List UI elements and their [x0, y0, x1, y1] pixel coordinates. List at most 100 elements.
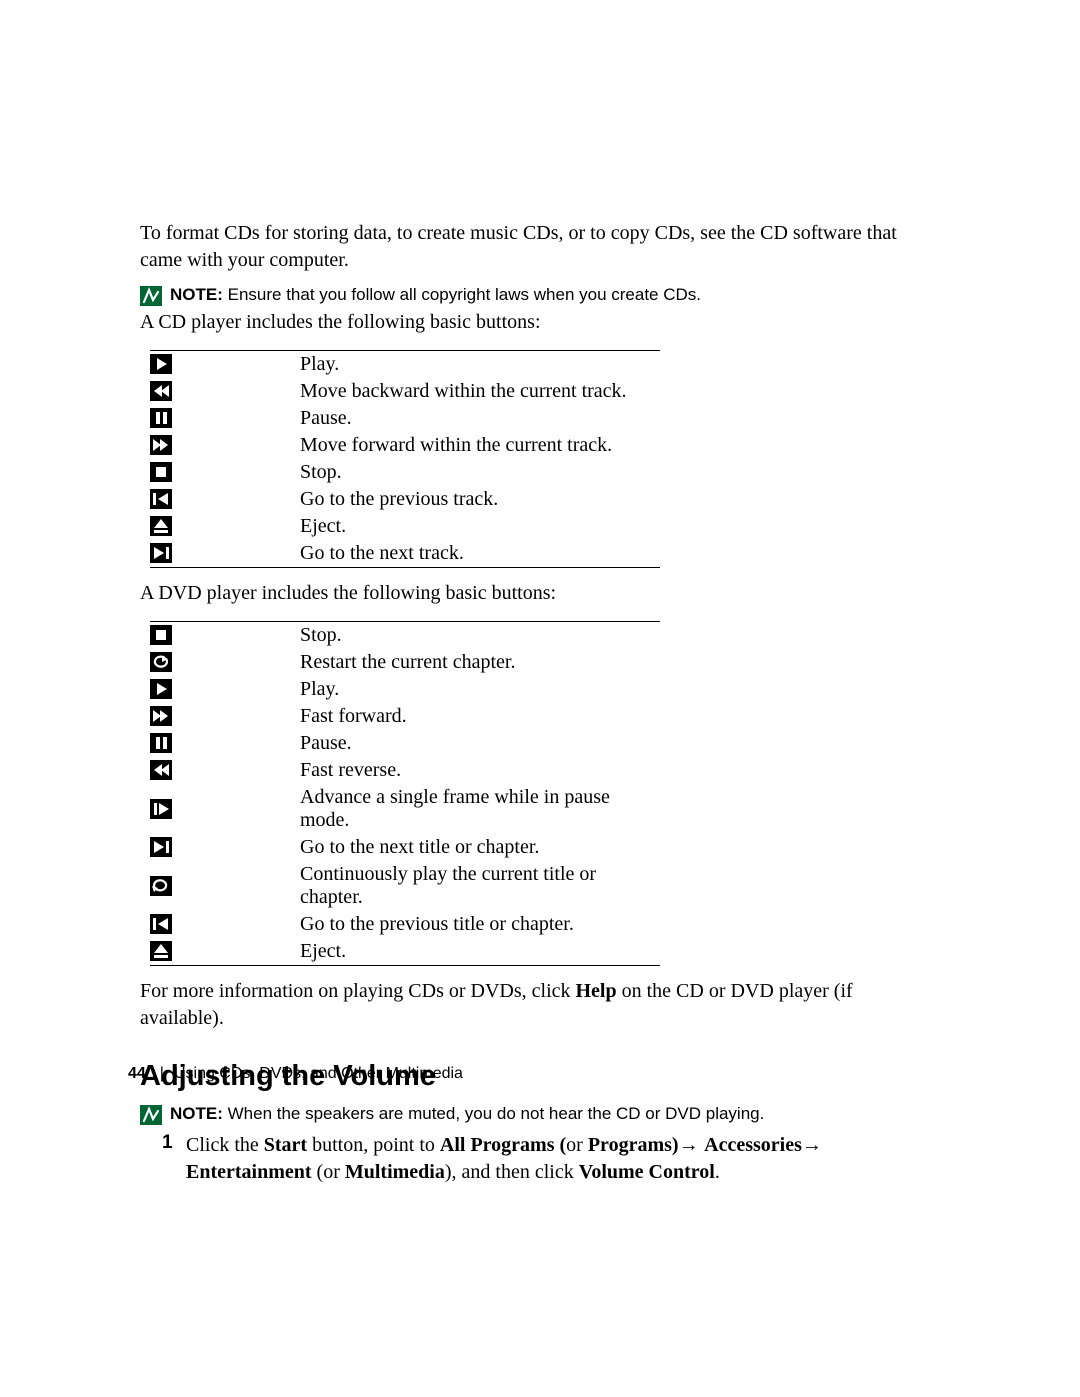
step-plain-text: →: [802, 1134, 822, 1156]
button-description: Stop.: [300, 624, 342, 647]
note-text: NOTE: Ensure that you follow all copyrig…: [170, 284, 701, 307]
play-icon: [150, 354, 172, 374]
step-bold-text: All Programs (: [440, 1134, 566, 1156]
cd-buttons-table: Play. Move backward within the current tr…: [150, 350, 660, 568]
icon-cell: [150, 876, 300, 896]
next-icon: [150, 837, 172, 857]
button-description: Move forward within the current track.: [300, 434, 612, 457]
button-description: Eject.: [300, 940, 346, 963]
intro-paragraph: To format CDs for storing data, to creat…: [140, 220, 940, 274]
play-icon: [150, 679, 172, 699]
icon-cell: [150, 381, 300, 401]
page-content: To format CDs for storing data, to creat…: [0, 0, 1080, 1397]
table-row: Continuously play the current title or c…: [150, 861, 660, 911]
note-copyright: NOTE: Ensure that you follow all copyrig…: [140, 284, 940, 307]
icon-cell: [150, 760, 300, 780]
dvd-buttons-table: Stop.Restart the current chapter.Play.Fa…: [150, 621, 660, 966]
eject-icon: [150, 941, 172, 961]
table-row: Go to the next track.: [150, 540, 660, 567]
button-description: Go to the previous track.: [300, 488, 498, 511]
note-label: NOTE:: [170, 285, 223, 304]
button-description: Advance a single frame while in pause mo…: [300, 786, 660, 832]
page-footer: 44 | Using CDs, DVDs, and Other Multimed…: [128, 1065, 463, 1083]
pause-icon: [150, 733, 172, 753]
button-description: Pause.: [300, 407, 352, 430]
eject-icon: [150, 516, 172, 536]
note-mute: NOTE: When the speakers are muted, you d…: [140, 1103, 940, 1126]
table-row: Pause.: [150, 405, 660, 432]
more-info-help: Help: [576, 980, 617, 1002]
rewind-icon: [150, 381, 172, 401]
icon-cell: [150, 354, 300, 374]
frame-icon: [150, 799, 172, 819]
button-description: Continuously play the current title or c…: [300, 863, 660, 909]
icon-cell: [150, 543, 300, 563]
icon-cell: [150, 408, 300, 428]
ffwd-icon: [150, 706, 172, 726]
repeat-icon: [150, 876, 172, 896]
button-description: Go to the next track.: [300, 542, 464, 565]
step-plain-text: .: [715, 1161, 720, 1183]
button-description: Move backward within the current track.: [300, 380, 627, 403]
ffwd-icon: [150, 435, 172, 455]
step-number: 1: [162, 1132, 186, 1186]
table-row: Go to the previous title or chapter.: [150, 911, 660, 938]
table-row: Eject.: [150, 513, 660, 540]
icon-cell: [150, 489, 300, 509]
icon-cell: [150, 516, 300, 536]
dvd-intro: A DVD player includes the following basi…: [140, 580, 940, 607]
table-row: Play.: [150, 351, 660, 378]
footer-section: Using CDs, DVDs, and Other Multimedia: [174, 1065, 463, 1083]
cd-intro: A CD player includes the following basic…: [140, 309, 940, 336]
step-plain-text: or: [566, 1134, 588, 1156]
table-row: Fast forward.: [150, 703, 660, 730]
icon-cell: [150, 679, 300, 699]
button-description: Pause.: [300, 732, 352, 755]
pause-icon: [150, 408, 172, 428]
step-bold-text: Volume Control: [579, 1161, 715, 1183]
icon-cell: [150, 652, 300, 672]
icon-cell: [150, 941, 300, 961]
note-icon: [140, 1105, 162, 1125]
table-row: Move backward within the current track.: [150, 378, 660, 405]
rewind-icon: [150, 760, 172, 780]
button-description: Play.: [300, 353, 339, 376]
step-bold-text: Programs): [588, 1134, 679, 1156]
icon-cell: [150, 837, 300, 857]
icon-cell: [150, 914, 300, 934]
table-row: Play.: [150, 676, 660, 703]
table-row: Fast reverse.: [150, 757, 660, 784]
icon-cell: [150, 435, 300, 455]
icon-cell: [150, 706, 300, 726]
stop-icon: [150, 462, 172, 482]
button-description: Stop.: [300, 461, 342, 484]
icon-cell: [150, 462, 300, 482]
note-label: NOTE:: [170, 1104, 223, 1123]
button-description: Restart the current chapter.: [300, 651, 515, 674]
step-plain-text: →: [679, 1134, 705, 1156]
table-row: Go to the previous track.: [150, 486, 660, 513]
step-plain-text: Click the: [186, 1134, 264, 1156]
table-row: Advance a single frame while in pause mo…: [150, 784, 660, 834]
step-bold-text: Multimedia: [345, 1161, 445, 1183]
icon-cell: [150, 733, 300, 753]
table-row: Stop.: [150, 459, 660, 486]
step-bold-text: Accessories: [704, 1134, 802, 1156]
step-bold-text: Entertainment: [186, 1161, 317, 1183]
page-number: 44: [128, 1065, 146, 1083]
table-row: Restart the current chapter.: [150, 649, 660, 676]
table-row: Stop.: [150, 622, 660, 649]
note-text: NOTE: When the speakers are muted, you d…: [170, 1103, 764, 1126]
step-bold-text: Start: [264, 1134, 307, 1156]
icon-cell: [150, 799, 300, 819]
step-plain-text: (or: [317, 1161, 345, 1183]
note-body: Ensure that you follow all copyright law…: [223, 285, 701, 304]
step-plain-text: button, point to: [307, 1134, 440, 1156]
button-description: Fast reverse.: [300, 759, 401, 782]
next-icon: [150, 543, 172, 563]
footer-separator: |: [160, 1065, 164, 1083]
more-info: For more information on playing CDs or D…: [140, 978, 940, 1032]
button-description: Eject.: [300, 515, 346, 538]
note-body: When the speakers are muted, you do not …: [223, 1104, 764, 1123]
table-row: Move forward within the current track.: [150, 432, 660, 459]
